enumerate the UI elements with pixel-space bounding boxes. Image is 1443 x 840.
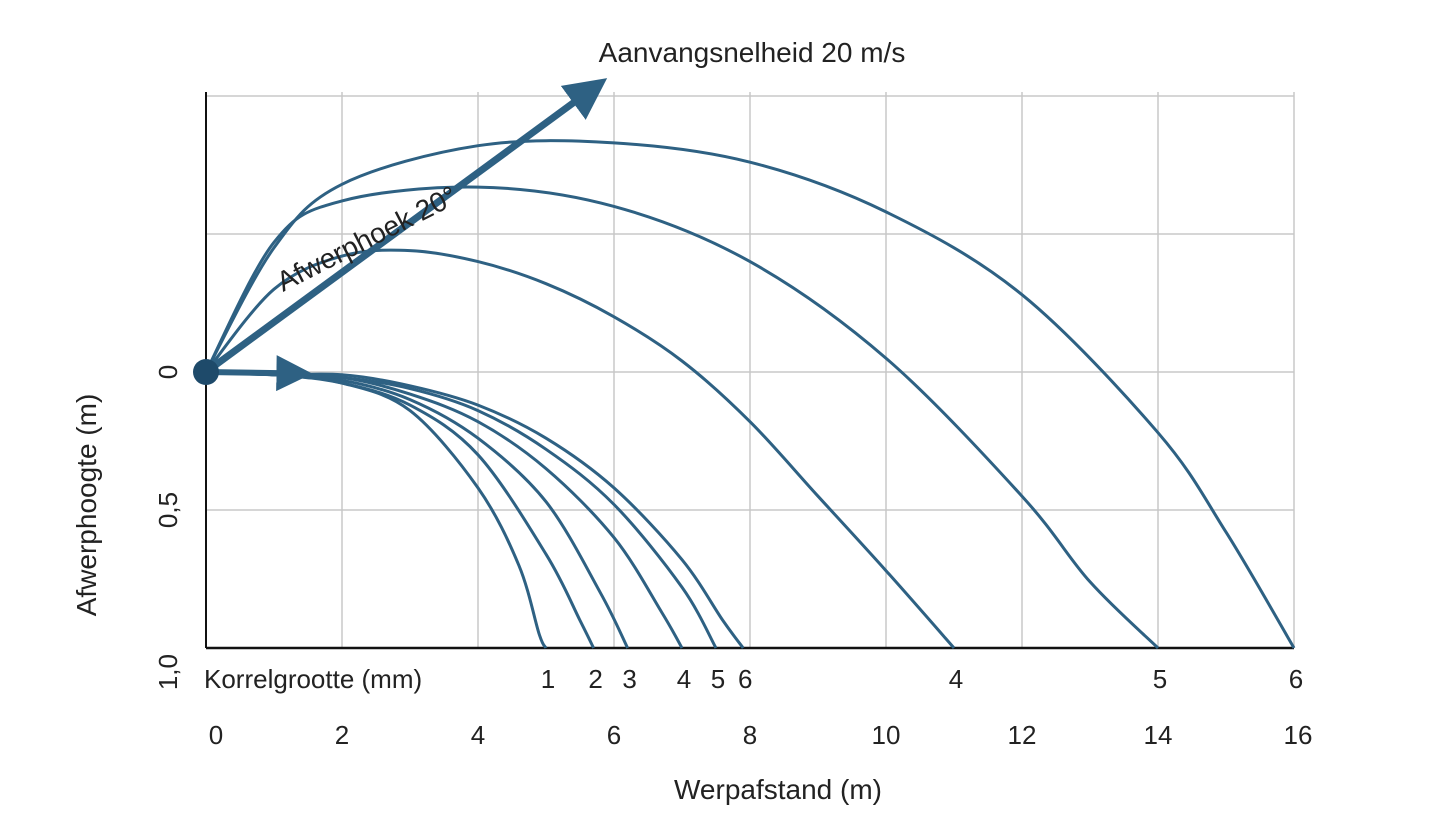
y-axis-title: Afwerphoogte (m) (71, 394, 102, 617)
y-tick-label: 1,0 (153, 654, 183, 690)
grain-size-label-angled-5: 5 (1153, 664, 1167, 694)
grain-size-label-horizontal-4: 4 (677, 664, 691, 694)
y-tick-label: 0 (153, 365, 183, 379)
grain-size-label-angled-4: 4 (949, 664, 963, 694)
x-tick-labels: 0 2 4 6 8 10 12 14 16 (209, 720, 1313, 750)
x-tick-label: 0 (209, 720, 223, 750)
x-tick-label: 10 (872, 720, 901, 750)
x-tick-label: 16 (1284, 720, 1313, 750)
x-tick-label: 4 (471, 720, 485, 750)
grain-size-label-horizontal-1: 1 (541, 664, 555, 694)
x-tick-label: 8 (743, 720, 757, 750)
grain-size-label-angled-6: 6 (1289, 664, 1303, 694)
angled-launch-arrow (203, 78, 608, 375)
grain-axis-label: Korrelgrootte (mm) (204, 664, 422, 694)
y-tick-labels: 0 0,5 1,0 (153, 365, 183, 690)
launch-arrows (193, 78, 608, 392)
grid (205, 92, 1295, 649)
trajectory-angled-5 (204, 185, 1160, 650)
y-tick-label: 0,5 (153, 492, 183, 528)
grain-size-label-horizontal-2: 2 (588, 664, 602, 694)
grain-size-label-horizontal-3: 3 (622, 664, 636, 694)
x-axis-title: Werpafstand (m) (674, 774, 882, 805)
grain-size-label-horizontal-5: 5 (711, 664, 725, 694)
x-tick-label: 6 (607, 720, 621, 750)
grain-size-label-horizontal-6: 6 (738, 664, 752, 694)
chart-title: Aanvangsnelheid 20 m/s (599, 37, 906, 68)
x-tick-label: 12 (1008, 720, 1037, 750)
launch-origin (193, 359, 219, 385)
launch-angle-label: Afwerphoek 20° (272, 180, 462, 298)
trajectory-angled-6 (204, 139, 1296, 649)
x-tick-label: 14 (1144, 720, 1173, 750)
x-tick-label: 2 (335, 720, 349, 750)
trajectory-angled-4 (204, 248, 956, 649)
horizontal-launch-arrow (205, 355, 313, 392)
